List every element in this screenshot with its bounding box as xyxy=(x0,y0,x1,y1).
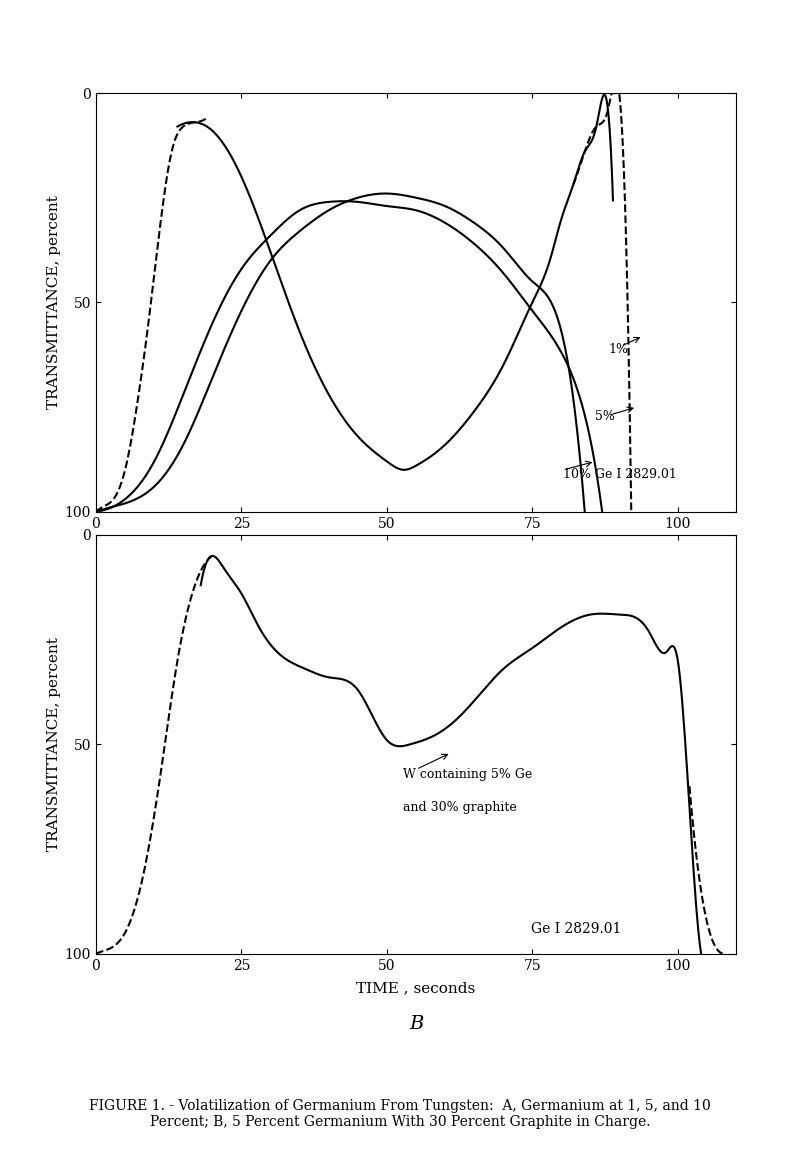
Text: B: B xyxy=(409,1015,423,1033)
X-axis label: TIME, seconds: TIME, seconds xyxy=(359,538,473,552)
Text: FIGURE 1. - Volatilization of Germanium From Tungsten:  A, Germanium at 1, 5, an: FIGURE 1. - Volatilization of Germanium … xyxy=(89,1099,711,1129)
Text: and 30% graphite: and 30% graphite xyxy=(403,801,517,814)
Text: 5%: 5% xyxy=(595,409,615,422)
Text: 10% Ge I 2829.01: 10% Ge I 2829.01 xyxy=(563,469,677,481)
X-axis label: TIME , seconds: TIME , seconds xyxy=(356,980,476,994)
Text: 1%: 1% xyxy=(608,343,628,356)
Text: W containing 5% Ge: W containing 5% Ge xyxy=(403,768,533,780)
Y-axis label: TRANSMITTANCE, percent: TRANSMITTANCE, percent xyxy=(46,637,61,851)
Text: Ge I 2829.01: Ge I 2829.01 xyxy=(531,922,622,936)
Text: A: A xyxy=(409,573,423,591)
Y-axis label: TRANSMITTANCE, percent: TRANSMITTANCE, percent xyxy=(46,195,61,409)
